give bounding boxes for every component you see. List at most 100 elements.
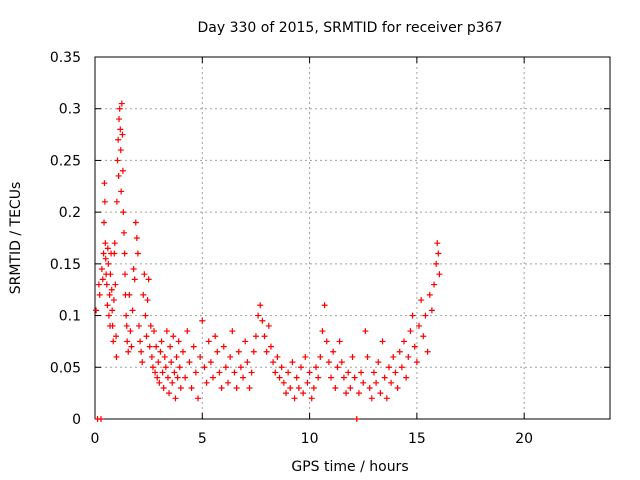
data-point	[225, 379, 232, 386]
data-point	[338, 359, 345, 366]
data-point	[129, 307, 136, 314]
data-point	[131, 276, 138, 283]
data-point	[246, 384, 253, 391]
data-point	[353, 416, 360, 422]
data-point	[205, 338, 212, 345]
data-point	[121, 250, 128, 257]
data-point	[315, 374, 322, 381]
data-point	[176, 364, 183, 371]
data-point	[259, 317, 266, 324]
data-point	[362, 328, 369, 335]
data-point	[388, 379, 395, 386]
tick-labels: 0 5 10 15 20 0 0.05 0.1 0.15 0.2 0.25 0.3 0.35	[50, 50, 533, 447]
data-point	[126, 291, 133, 298]
data-point	[103, 281, 110, 288]
data-point	[108, 286, 115, 293]
data-point	[158, 338, 165, 345]
data-point	[302, 353, 309, 360]
data-point	[345, 369, 352, 376]
data-point	[212, 333, 219, 340]
data-point	[117, 147, 124, 154]
data-point	[144, 297, 151, 304]
data-point	[137, 338, 144, 345]
data-point	[160, 384, 167, 391]
data-point	[105, 312, 112, 319]
data-point	[422, 312, 429, 319]
data-point	[201, 364, 208, 371]
data-point	[113, 333, 120, 340]
data-point	[411, 343, 418, 350]
x-tick-label: 15	[408, 431, 426, 447]
data-point	[401, 338, 407, 345]
data-point	[156, 379, 163, 386]
data-point	[195, 395, 201, 402]
data-point	[182, 374, 189, 381]
data-point	[349, 353, 356, 360]
data-point	[433, 260, 440, 267]
data-point	[197, 353, 204, 360]
data-point	[300, 390, 307, 397]
data-point	[390, 353, 397, 360]
data-point	[379, 338, 386, 345]
data-point	[340, 374, 347, 381]
data-point	[175, 338, 182, 345]
y-tick-label: 0.15	[50, 257, 81, 273]
data-point	[154, 374, 161, 381]
data-point	[334, 364, 341, 371]
data-point	[123, 312, 130, 319]
data-point	[328, 374, 335, 381]
x-tick-label: 0	[91, 431, 100, 447]
data-point	[127, 328, 134, 335]
data-point	[248, 369, 255, 376]
data-point	[358, 369, 365, 376]
data-point	[360, 379, 367, 386]
data-point	[133, 235, 140, 241]
data-point	[218, 384, 225, 391]
data-point	[375, 359, 382, 366]
data-point	[171, 369, 178, 376]
plot-border	[94, 56, 611, 420]
data-point	[366, 384, 373, 391]
data-point	[325, 359, 332, 366]
data-point	[142, 312, 149, 319]
data-point	[102, 240, 109, 247]
data-point	[272, 369, 279, 376]
data-point	[101, 219, 108, 226]
data-point	[98, 266, 105, 273]
data-point	[233, 384, 240, 391]
data-point	[139, 359, 146, 366]
data-point	[170, 333, 177, 340]
data-point	[186, 359, 193, 366]
data-point	[237, 364, 244, 371]
data-point	[149, 364, 156, 371]
data-point	[377, 390, 384, 397]
data-point	[114, 157, 121, 164]
data-point	[383, 395, 390, 402]
data-point	[111, 240, 118, 247]
data-point	[289, 359, 296, 366]
data-point	[138, 348, 145, 355]
data-point	[436, 271, 443, 278]
chart-title: Day 330 of 2015, SRMTID for receiver p36…	[197, 20, 502, 36]
data-point	[177, 384, 184, 391]
data-point	[116, 116, 123, 123]
data-point	[98, 416, 105, 422]
data-point	[124, 338, 131, 345]
data-point	[199, 317, 206, 324]
data-point	[119, 131, 126, 138]
data-point	[115, 136, 122, 143]
data-point	[141, 271, 148, 278]
data-point	[111, 250, 118, 257]
data-point	[161, 353, 168, 360]
data-point	[112, 281, 119, 288]
data-point	[203, 379, 210, 386]
x-tick-label: 5	[198, 431, 207, 447]
data-point	[167, 343, 174, 350]
data-point	[188, 384, 195, 391]
data-point	[261, 333, 268, 340]
data-point	[308, 395, 315, 402]
data-point	[140, 291, 147, 298]
data-point	[172, 395, 179, 402]
data-point	[107, 271, 114, 278]
y-tick-label: 0	[72, 412, 81, 428]
